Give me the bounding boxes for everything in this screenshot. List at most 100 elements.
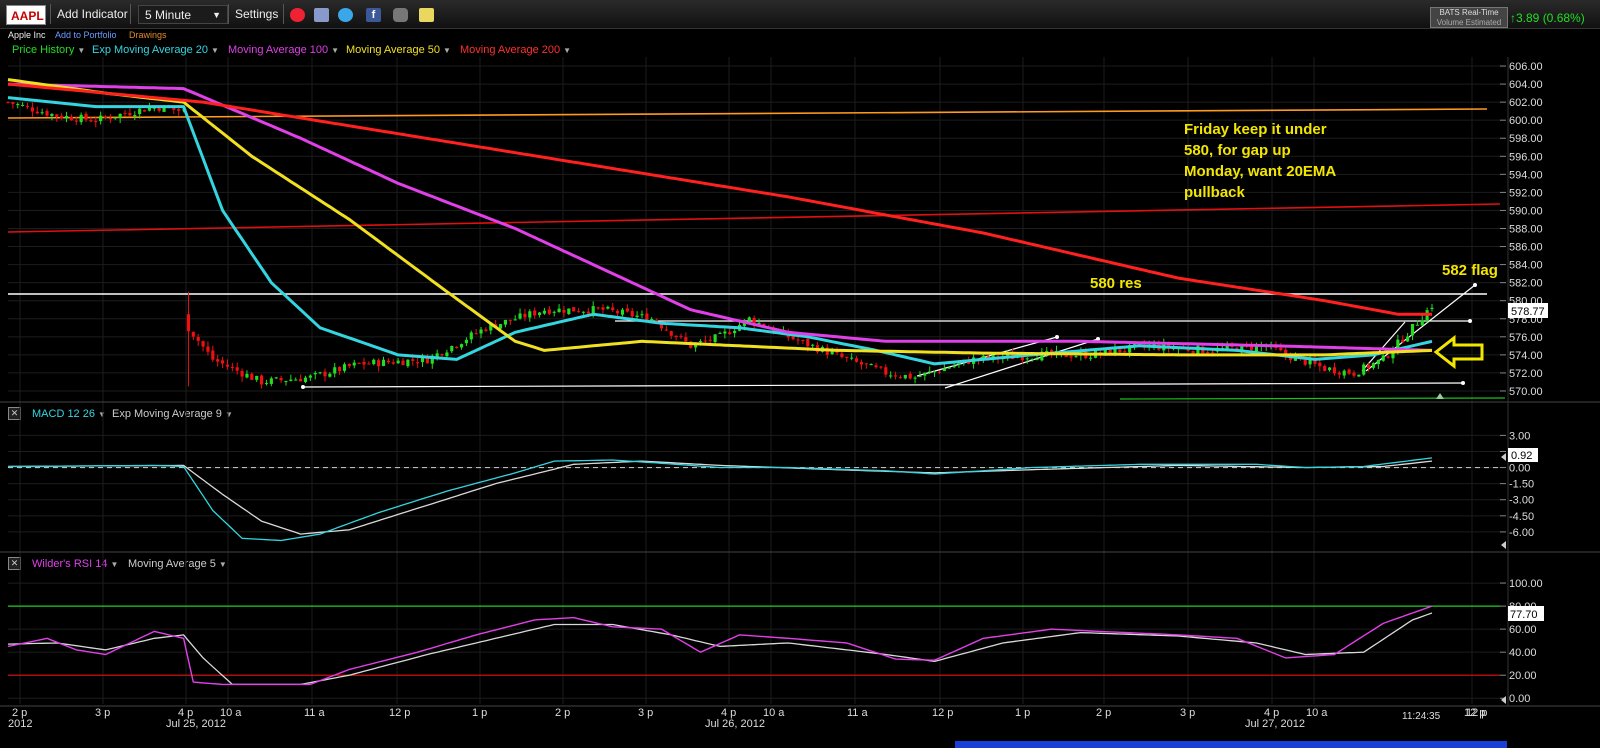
candle-body <box>879 366 883 368</box>
y-tick-label: 602.00 <box>1509 97 1543 109</box>
candle-body <box>684 337 688 342</box>
settings-button[interactable]: Settings <box>235 7 279 21</box>
candle-body <box>928 371 932 373</box>
trendline-orange <box>7 108 1488 119</box>
candle-body <box>147 107 152 111</box>
candle-body <box>932 371 937 373</box>
user-drawings[interactable] <box>7 108 1506 400</box>
legend-label: MACD 12 26 <box>32 408 95 420</box>
legend-ma-50[interactable]: Moving Average 50 ▼ <box>346 43 451 58</box>
axes: 2 p 3 p 4 p 10 a 11 a 12 p 1 p 2 p 3 p 4 p 10 a 11 … <box>8 61 1543 730</box>
y-tick-label: 590.00 <box>1509 205 1543 217</box>
x-tick-label: 12 p <box>1466 707 1487 719</box>
candle-body <box>1279 347 1283 351</box>
date-label: Jul 27, 2012 <box>1245 718 1305 730</box>
candle-body <box>1410 323 1415 336</box>
x-tick-label: 2 p <box>12 707 27 719</box>
candle-body <box>391 362 395 364</box>
candle-body <box>1103 349 1107 354</box>
candle-body <box>630 311 634 317</box>
drawings-link[interactable]: Drawings <box>129 30 167 40</box>
candle-body <box>1186 348 1190 351</box>
candle-body <box>835 351 839 353</box>
chevron-down-icon: ▼ <box>77 46 86 55</box>
candle-body <box>567 308 571 315</box>
candle-body <box>1035 359 1039 361</box>
twitter-icon[interactable] <box>338 8 353 22</box>
y-tick-label: 60.00 <box>1509 624 1537 636</box>
interval-select[interactable]: 5 Minute ▼ <box>138 5 228 24</box>
candle-body <box>1225 345 1229 349</box>
candle-body <box>40 112 44 114</box>
legend-ma-100[interactable]: Moving Average 100 ▼ <box>228 43 339 58</box>
candle-body <box>596 307 600 309</box>
candle-body <box>1240 344 1244 353</box>
legend-ema-20[interactable]: Exp Moving Average 20 ▼ <box>92 43 219 58</box>
candle-body <box>718 332 722 334</box>
candle-body <box>347 364 351 367</box>
x-tick-label: 4 p <box>721 707 736 719</box>
candle-body <box>255 375 259 380</box>
candle-body <box>308 375 312 378</box>
chevron-down-icon: ▼ <box>212 10 221 20</box>
legend-label: Exp Moving Average 9 <box>112 408 222 420</box>
candle-body <box>801 339 805 341</box>
facebook-icon[interactable]: f <box>366 8 381 22</box>
rsi-lines <box>7 605 1500 686</box>
candle-body <box>889 375 893 377</box>
symbol-input[interactable]: AAPL <box>6 5 46 25</box>
candle-body <box>357 362 361 364</box>
legend-macd[interactable]: MACD 12 26 ▼ <box>32 407 106 422</box>
ma-100-line <box>7 82 1433 352</box>
y-tick-label: 572.00 <box>1509 368 1543 380</box>
legend-price-history[interactable]: Price History ▼ <box>12 43 85 58</box>
candle-body <box>328 373 332 377</box>
candle-body <box>425 357 429 364</box>
macd-badge-value: 0.92 <box>1511 450 1532 462</box>
candle-body <box>474 333 478 335</box>
grid <box>8 57 1500 704</box>
y-tick-label: 588.00 <box>1509 224 1543 236</box>
alarm-clock-icon[interactable] <box>290 8 305 22</box>
candle-body <box>235 367 239 371</box>
candle-body <box>484 329 488 331</box>
candle-body <box>708 339 712 341</box>
triangle-marker-icon <box>1501 541 1506 549</box>
legend-macd-signal[interactable]: Exp Moving Average 9 ▼ <box>112 407 233 422</box>
candle-body <box>220 360 225 364</box>
candle-body <box>230 366 234 368</box>
candle-body <box>352 362 356 366</box>
camera-icon[interactable] <box>393 8 408 22</box>
add-indicator-button[interactable]: Add Indicator <box>57 7 128 21</box>
legend-ma-200[interactable]: Moving Average 200 ▼ <box>460 43 571 58</box>
y-tick-label: 576.00 <box>1509 332 1543 344</box>
candle-body <box>1396 339 1400 351</box>
candle-body <box>245 373 249 378</box>
y-tick-label: 20.00 <box>1509 670 1537 682</box>
chevron-down-icon: ▼ <box>563 46 572 55</box>
candle-body <box>430 355 434 364</box>
y-tick-label: 598.00 <box>1509 133 1543 145</box>
toolbar: AAPL Add Indicator 5 Minute ▼ Settings f… <box>0 0 1600 29</box>
candle-body <box>1030 358 1034 360</box>
legend-rsi-ma[interactable]: Moving Average 5 ▼ <box>128 557 227 572</box>
candle-body <box>74 120 78 122</box>
flag-label: 582 flag <box>1442 262 1498 279</box>
macd-lines <box>7 457 1500 542</box>
legend-rsi[interactable]: Wilder's RSI 14 ▼ <box>32 557 118 572</box>
chevron-down-icon: ▼ <box>98 410 106 419</box>
arrow-up-icon: ↑ <box>1510 11 1516 25</box>
legend-label: Exp Moving Average 20 <box>92 44 208 56</box>
x-tick-label: 3 p <box>1180 707 1195 719</box>
candle-body <box>1342 370 1346 376</box>
note-icon[interactable] <box>419 8 434 22</box>
y-tick-label: 594.00 <box>1509 169 1543 181</box>
candle-body <box>440 354 444 356</box>
add-to-portfolio-link[interactable]: Add to Portfolio <box>55 30 117 40</box>
layers-icon[interactable] <box>314 8 329 22</box>
candle-body <box>1401 339 1405 343</box>
candle-body <box>552 311 556 313</box>
chevron-down-icon: ▼ <box>443 46 451 55</box>
date-label: Jul 26, 2012 <box>705 718 765 730</box>
